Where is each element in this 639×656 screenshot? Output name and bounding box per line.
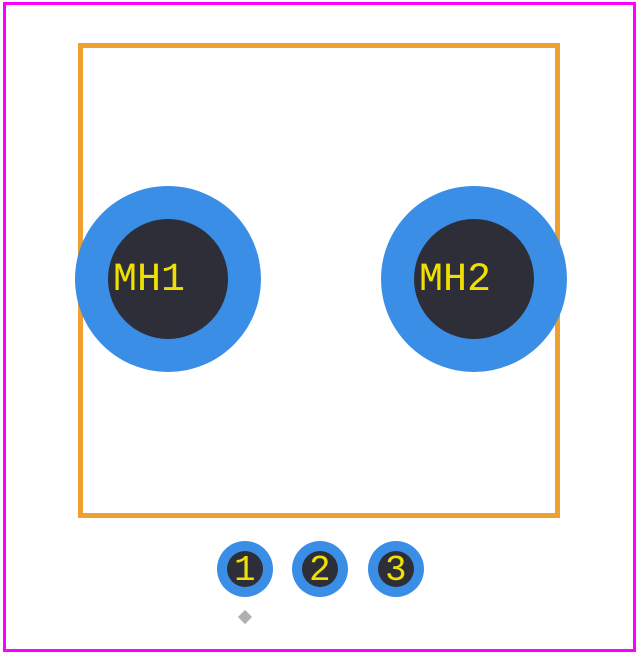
mounting-hole-2 [381, 186, 567, 372]
pin-2-inner [302, 551, 338, 587]
mounting-hole-1-inner [108, 219, 228, 339]
mounting-hole-1 [75, 186, 261, 372]
pin-3-inner [378, 551, 414, 587]
pin-1-inner [227, 551, 263, 587]
pin-2 [292, 541, 348, 597]
pin-1 [217, 541, 273, 597]
mounting-hole-2-inner [414, 219, 534, 339]
pin-3 [368, 541, 424, 597]
